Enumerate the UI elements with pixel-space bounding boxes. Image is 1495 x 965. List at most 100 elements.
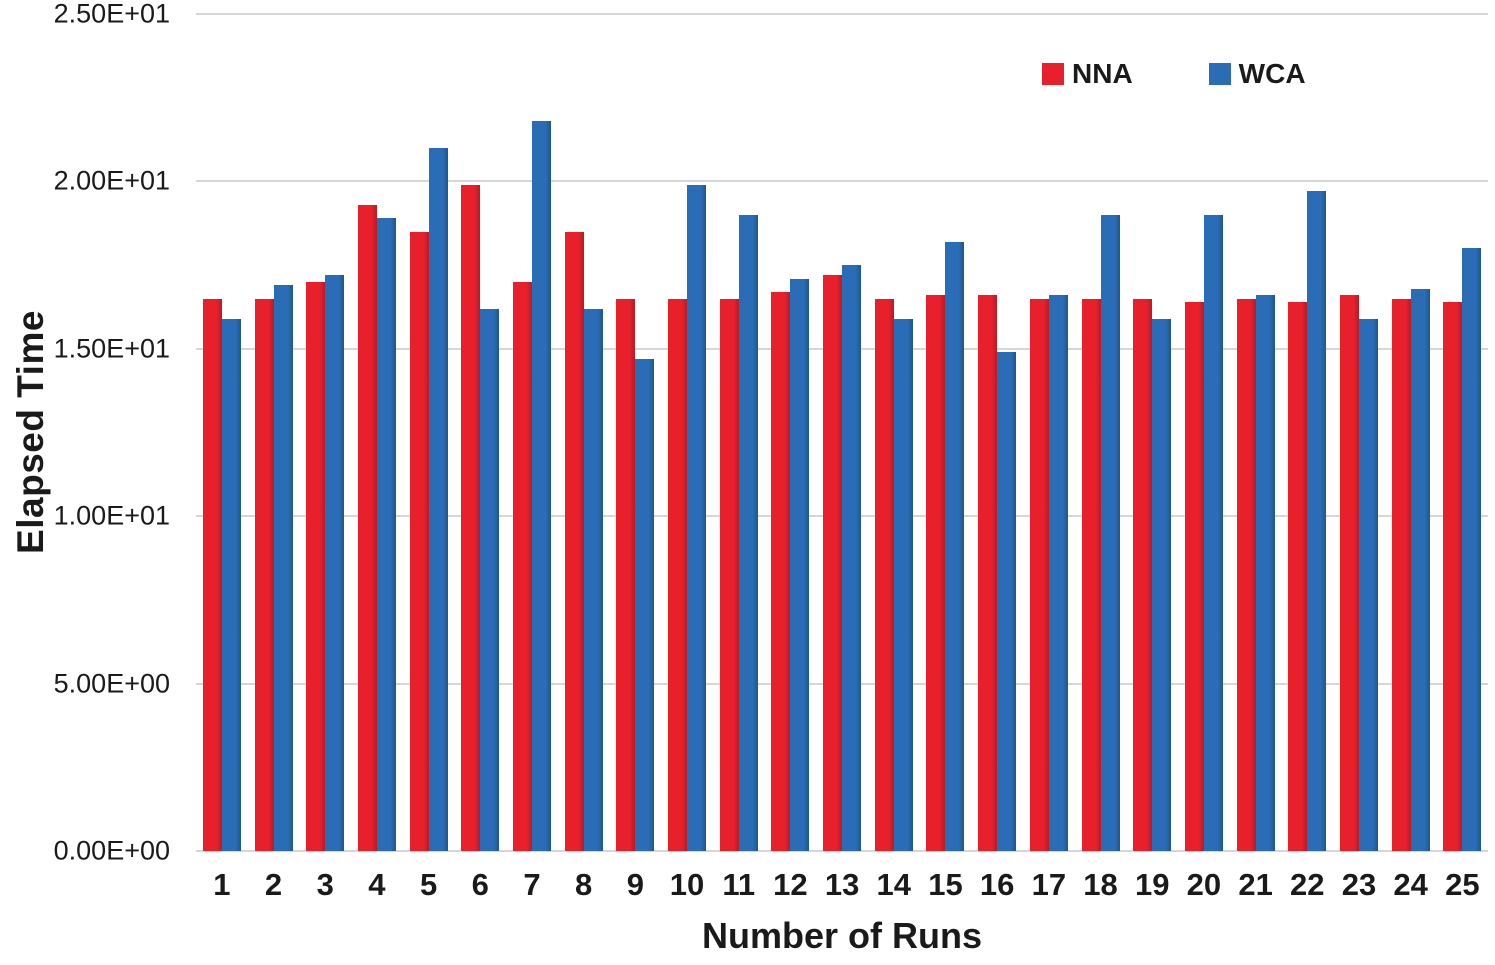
bar-nna-run-6 <box>461 184 481 851</box>
bar-nna-run-24 <box>1391 298 1411 851</box>
x-tick-label: 9 <box>626 867 644 902</box>
bar-wca-run-5 <box>428 147 448 851</box>
bar-wca-run-19 <box>1152 318 1172 851</box>
x-axis-line <box>196 850 1488 852</box>
bar-group-run-13: 13 <box>816 14 868 902</box>
bar-group-run-18: 18 <box>1075 14 1127 902</box>
bar-wca-run-8 <box>583 308 603 851</box>
bar-group-run-10: 10 <box>661 14 713 902</box>
x-tick-label: 8 <box>575 867 593 902</box>
bar-group-run-20: 20 <box>1178 14 1230 902</box>
bar-group-run-3: 3 <box>299 14 351 902</box>
bar-group-run-9: 9 <box>610 14 662 902</box>
bar-nna-run-14 <box>874 298 894 851</box>
bar-wca-run-13 <box>842 265 862 851</box>
bar-group-run-4: 4 <box>351 14 403 902</box>
x-tick-label: 22 <box>1290 867 1325 902</box>
x-tick-label: 6 <box>471 867 489 902</box>
bar-wca-run-14 <box>893 318 913 851</box>
gridline <box>196 180 1488 183</box>
bar-nna-run-25 <box>1443 301 1463 851</box>
x-tick-label: 13 <box>824 867 860 902</box>
bar-wca-run-4 <box>376 218 396 851</box>
bar-wca-run-21 <box>1255 295 1275 851</box>
x-tick-label: 12 <box>773 867 808 902</box>
gridline <box>196 13 1488 15</box>
x-tick-label: 11 <box>722 867 756 902</box>
x-tick-label: 7 <box>523 867 541 902</box>
bar-nna-run-11 <box>719 298 739 851</box>
x-tick-label: 4 <box>368 867 386 902</box>
bar-group-run-7: 7 <box>506 14 558 902</box>
bar-wca-run-10 <box>687 184 707 851</box>
bar-wca-run-22 <box>1307 191 1327 851</box>
bar-nna-run-7 <box>512 281 532 851</box>
bar-nna-run-18 <box>1081 298 1101 851</box>
x-tick-label: 21 <box>1238 867 1273 902</box>
legend-label-wca: WCA <box>1238 58 1306 89</box>
bar-wca-run-25 <box>1462 248 1482 851</box>
x-tick-label: 18 <box>1083 867 1118 902</box>
bar-group-run-16: 16 <box>971 14 1023 902</box>
x-tick-label: 2 <box>264 867 283 902</box>
bar-nna-run-4 <box>357 204 377 851</box>
x-tick-label: 19 <box>1134 867 1170 902</box>
bar-nna-run-16 <box>978 295 998 851</box>
x-tick-label: 20 <box>1186 867 1222 902</box>
bar-series-container: 1 2 3 4 5 6 7 8 9 10 11 12 13 14 15 16 17 18 19 20 21 22 23 24 2… <box>196 14 1489 902</box>
bar-wca-run-15 <box>945 241 965 851</box>
legend-item-nna: NNA <box>1042 58 1133 90</box>
x-axis-title: Number of Runs <box>701 915 982 956</box>
x-tick-label: 17 <box>1031 867 1067 902</box>
x-tick-label: 3 <box>316 867 334 902</box>
y-axis-tick-labels: 0.00E+00 5.00E+00 1.00E+01 1.50E+01 2.00E+01… <box>0 0 170 866</box>
x-tick-label: 10 <box>669 867 705 902</box>
x-tick-label: 5 <box>419 867 438 902</box>
bar-group-run-24: 24 <box>1385 14 1437 902</box>
x-tick-label: 1 <box>213 867 231 902</box>
bar-group-run-25: 25 <box>1437 14 1489 902</box>
bar-wca-run-17 <box>1048 295 1068 851</box>
bar-wca-run-16 <box>997 352 1017 851</box>
bar-nna-run-23 <box>1339 295 1359 851</box>
bar-wca-run-9 <box>635 358 655 851</box>
bar-nna-run-15 <box>926 295 946 851</box>
bar-wca-run-23 <box>1358 318 1378 851</box>
plot-area: 1 2 3 4 5 6 7 8 9 10 11 12 13 14 15 16 17 18 19 20 21 22 23 24 2… <box>196 13 1489 902</box>
bar-nna-run-1 <box>202 298 222 851</box>
bar-group-run-17: 17 <box>1023 14 1075 902</box>
legend-swatch-nna-icon <box>1042 63 1064 85</box>
bar-wca-run-11 <box>738 214 758 851</box>
bar-wca-run-24 <box>1410 288 1430 851</box>
y-tick-label: 0.00E+00 <box>53 835 170 866</box>
bar-group-run-22: 22 <box>1281 14 1333 902</box>
bar-nna-run-17 <box>1029 298 1049 851</box>
bar-nna-run-8 <box>564 231 584 851</box>
y-tick-label: 1.50E+01 <box>53 333 170 364</box>
bar-wca-run-1 <box>221 318 241 851</box>
x-tick-label: 14 <box>876 867 912 902</box>
bar-group-run-8: 8 <box>558 14 610 902</box>
bar-group-run-2: 2 <box>248 14 300 902</box>
bar-nna-run-9 <box>616 298 636 851</box>
y-tick-label: 5.00E+00 <box>53 668 170 699</box>
bar-group-run-19: 19 <box>1126 14 1178 902</box>
bar-wca-run-18 <box>1100 214 1120 851</box>
bar-nna-run-19 <box>1133 298 1153 851</box>
bar-group-run-11: 11 <box>713 14 765 902</box>
x-tick-label: 25 <box>1445 867 1480 902</box>
bar-group-run-21: 21 <box>1230 14 1282 902</box>
bar-wca-run-3 <box>325 275 345 851</box>
bar-nna-run-2 <box>254 298 274 851</box>
bar-group-run-5: 5 <box>403 14 455 902</box>
y-tick-label: 2.50E+01 <box>53 0 170 29</box>
bar-wca-run-12 <box>790 278 810 851</box>
x-tick-label: 15 <box>928 867 963 902</box>
bar-nna-run-22 <box>1288 301 1308 851</box>
bar-nna-run-12 <box>771 291 791 851</box>
x-tick-label: 16 <box>979 867 1015 902</box>
x-tick-label: 24 <box>1393 867 1428 902</box>
bar-nna-run-3 <box>306 281 326 851</box>
bar-wca-run-6 <box>480 308 500 851</box>
